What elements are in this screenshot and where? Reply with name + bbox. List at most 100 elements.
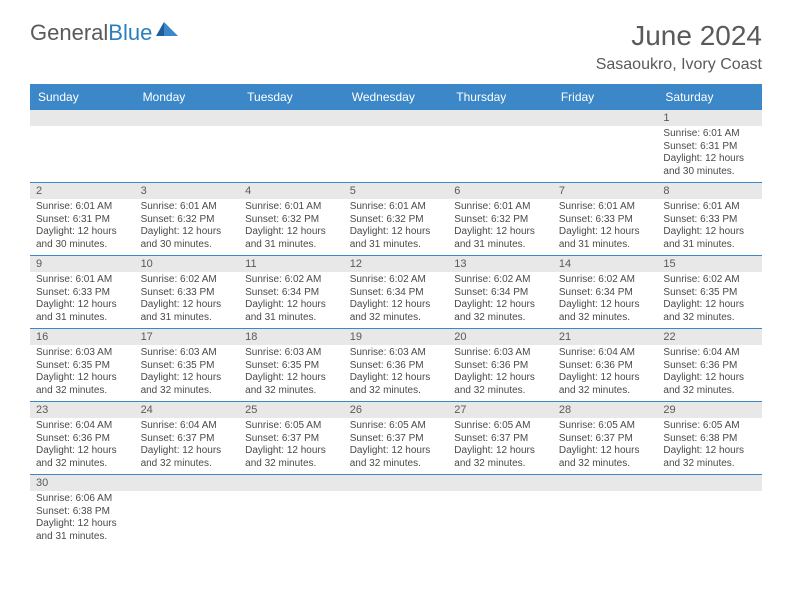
daylight-text-2: and 32 minutes. [141, 385, 234, 398]
week-row: Sunrise: 6:01 AM Sunset: 6:33 PM Daylight:… [30, 272, 762, 329]
day-number: 16 [30, 329, 135, 345]
sunrise-text: Sunrise: 6:01 AM [559, 201, 652, 214]
daylight-text-2: and 31 minutes. [245, 239, 338, 252]
day-cell: Sunrise: 6:01 AMSunset: 6:32 PMDaylight:… [239, 199, 344, 255]
sunset-text: Sunset: 6:34 PM [245, 287, 338, 300]
day-number: 25 [239, 402, 344, 418]
day-cell: Sunrise: 6:04 AMSunset: 6:36 PMDaylight:… [553, 345, 658, 401]
sunset-text: Sunset: 6:36 PM [454, 360, 547, 373]
day-number: 18 [239, 329, 344, 345]
sunrise-text: Sunrise: 6:02 AM [663, 274, 756, 287]
daylight-text-2: and 32 minutes. [245, 385, 338, 398]
daylight-text: Daylight: 12 hours [141, 226, 234, 239]
daylight-text: Daylight: 12 hours [663, 153, 756, 166]
sunset-text: Sunset: 6:38 PM [663, 433, 756, 446]
day-number [239, 475, 344, 491]
day-number [344, 475, 449, 491]
day-number: 6 [448, 183, 553, 199]
day-cell [30, 126, 135, 182]
daylight-text-2: and 32 minutes. [350, 385, 443, 398]
daylight-text: Daylight: 12 hours [350, 372, 443, 385]
sunrise-text: Sunrise: 6:03 AM [141, 347, 234, 360]
sunrise-text: Sunrise: 6:02 AM [350, 274, 443, 287]
sunset-text: Sunset: 6:33 PM [663, 214, 756, 227]
sunrise-text: Sunrise: 6:04 AM [559, 347, 652, 360]
day-number: 28 [553, 402, 658, 418]
day-cell: Sunrise: 6:03 AMSunset: 6:35 PMDaylight:… [135, 345, 240, 401]
sunset-text: Sunset: 6:35 PM [141, 360, 234, 373]
week-row: Sunrise: 6:01 AMSunset: 6:31 PMDaylight:… [30, 199, 762, 256]
week-row: Sunrise: 6:06 AMSunset: 6:38 PMDaylight:… [30, 491, 762, 547]
daylight-text: Daylight: 12 hours [245, 299, 338, 312]
weekday-wed: Wednesday [344, 84, 449, 110]
day-number: 20 [448, 329, 553, 345]
daylight-text: Daylight: 12 hours [559, 372, 652, 385]
day-number [553, 110, 658, 126]
day-number [344, 110, 449, 126]
daylight-text-2: and 31 minutes. [454, 239, 547, 252]
day-number [657, 475, 762, 491]
day-number: 17 [135, 329, 240, 345]
day-cell: Sunrise: 6:05 AMSunset: 6:37 PMDaylight:… [553, 418, 658, 474]
sunset-text: Sunset: 6:36 PM [350, 360, 443, 373]
day-cell: Sunrise: 6:05 AMSunset: 6:37 PMDaylight:… [448, 418, 553, 474]
day-number: 15 [657, 256, 762, 272]
day-number: 14 [553, 256, 658, 272]
day-number: 19 [344, 329, 449, 345]
header: GeneralBlue June 2024 Sasaoukro, Ivory C… [0, 0, 792, 84]
daylight-text-2: and 30 minutes. [36, 239, 129, 252]
day-cell [239, 491, 344, 547]
day-cell [135, 491, 240, 547]
week-row: Sunrise: 6:03 AMSunset: 6:35 PMDaylight:… [30, 345, 762, 402]
day-number [135, 475, 240, 491]
day-cell [657, 491, 762, 547]
daylight-text-2: and 32 minutes. [36, 458, 129, 471]
weekday-tue: Tuesday [239, 84, 344, 110]
daylight-text: Daylight: 12 hours [245, 372, 338, 385]
daylight-text: Daylight: 12 hours [559, 445, 652, 458]
day-cell: Sunrise: 6:02 AMSunset: 6:33 PMDaylight:… [135, 272, 240, 328]
sunset-text: Sunset: 6:34 PM [559, 287, 652, 300]
day-number: 4 [239, 183, 344, 199]
day-cell: Sunrise: 6:05 AMSunset: 6:38 PMDaylight:… [657, 418, 762, 474]
sunset-text: Sunset: 6:34 PM [350, 287, 443, 300]
sunset-text: Sunset: 6:34 PM [454, 287, 547, 300]
sunset-text: Sunset: 6:37 PM [559, 433, 652, 446]
logo-text-1: General [30, 20, 108, 46]
daylight-text: Daylight: 12 hours [454, 299, 547, 312]
day-number [448, 475, 553, 491]
day-number: 27 [448, 402, 553, 418]
sunrise-text: Sunrise: 6:02 AM [141, 274, 234, 287]
daylight-text: Daylight: 12 hours [141, 445, 234, 458]
day-cell: Sunrise: 6:02 AMSunset: 6:34 PMDaylight:… [344, 272, 449, 328]
daylight-text-2: and 32 minutes. [559, 385, 652, 398]
day-number-row: 30 [30, 475, 762, 491]
day-cell: Sunrise: 6:01 AMSunset: 6:33 PMDaylight:… [553, 199, 658, 255]
sunrise-text: Sunrise: 6:01 AM [36, 274, 129, 287]
day-cell: Sunrise: 6:05 AMSunset: 6:37 PMDaylight:… [344, 418, 449, 474]
day-number [239, 110, 344, 126]
day-cell: Sunrise: 6:05 AMSunset: 6:37 PMDaylight:… [239, 418, 344, 474]
sunrise-text: Sunrise: 6:05 AM [454, 420, 547, 433]
weekday-header: Sunday Monday Tuesday Wednesday Thursday… [30, 84, 762, 110]
sunrise-text: Sunrise: 6:03 AM [350, 347, 443, 360]
day-number: 1 [657, 110, 762, 126]
daylight-text-2: and 30 minutes. [663, 166, 756, 179]
sunset-text: Sunset: 6:36 PM [36, 433, 129, 446]
day-number: 23 [30, 402, 135, 418]
day-number: 13 [448, 256, 553, 272]
sunset-text: Sunset: 6:37 PM [245, 433, 338, 446]
daylight-text: Daylight: 12 hours [663, 445, 756, 458]
day-cell: Sunrise: 6:01 AMSunset: 6:32 PMDaylight:… [135, 199, 240, 255]
day-cell: Sunrise: 6:06 AMSunset: 6:38 PMDaylight:… [30, 491, 135, 547]
sunset-text: Sunset: 6:35 PM [663, 287, 756, 300]
sunset-text: Sunset: 6:36 PM [559, 360, 652, 373]
sunrise-text: Sunrise: 6:03 AM [454, 347, 547, 360]
daylight-text-2: and 31 minutes. [141, 312, 234, 325]
sunset-text: Sunset: 6:33 PM [141, 287, 234, 300]
day-number: 9 [30, 256, 135, 272]
daylight-text-2: and 32 minutes. [141, 458, 234, 471]
weekday-sat: Saturday [657, 84, 762, 110]
day-cell: Sunrise: 6:02 AMSunset: 6:34 PMDaylight:… [553, 272, 658, 328]
sunrise-text: Sunrise: 6:05 AM [245, 420, 338, 433]
